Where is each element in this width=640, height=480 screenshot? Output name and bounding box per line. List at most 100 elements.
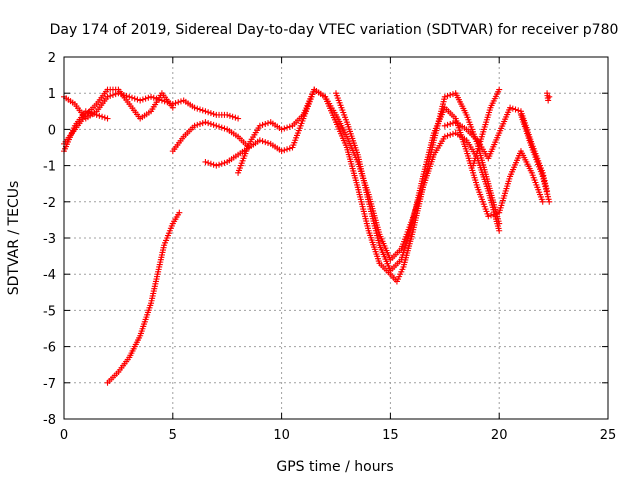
data-point	[259, 138, 266, 145]
y-axis-label: SDTVAR / TECUs	[6, 181, 22, 296]
data-point	[129, 94, 135, 101]
data-point	[210, 111, 217, 118]
data-point	[213, 122, 220, 129]
data-point	[96, 112, 103, 119]
y-tick-label: -4	[43, 268, 56, 283]
data-point	[507, 104, 514, 111]
data-point	[175, 99, 182, 106]
data-point	[496, 227, 503, 234]
data-point	[259, 121, 266, 128]
data-point	[216, 123, 223, 130]
data-point	[278, 126, 285, 133]
data-point	[205, 109, 212, 116]
x-tick-label: 10	[273, 428, 290, 443]
data-point	[139, 96, 146, 103]
data-point	[278, 148, 285, 155]
y-tick-label: 0	[48, 123, 56, 138]
y-tick-label: -1	[43, 160, 56, 175]
data-point	[286, 145, 293, 152]
data-point	[488, 212, 495, 219]
data-point	[262, 120, 269, 127]
data-point	[101, 114, 108, 121]
data-point	[85, 109, 92, 116]
data-point	[256, 122, 263, 129]
data-point	[205, 159, 212, 166]
data-point	[107, 92, 114, 99]
data-point	[197, 106, 203, 113]
data-point	[444, 132, 451, 139]
x-tick-label: 5	[169, 428, 177, 443]
y-tick-label: -7	[43, 377, 56, 392]
data-points	[61, 86, 553, 386]
x-tick-label: 25	[600, 428, 617, 443]
y-tick-label: -8	[43, 413, 56, 428]
data-point	[545, 97, 552, 104]
data-point	[226, 112, 233, 119]
y-tick-label: 2	[48, 51, 56, 66]
data-point	[169, 104, 176, 111]
data-point	[207, 120, 214, 127]
data-point	[444, 92, 451, 99]
data-point	[145, 94, 152, 101]
data-point	[194, 105, 201, 112]
data-point	[210, 161, 217, 168]
data-point	[218, 160, 225, 167]
data-point	[216, 161, 223, 168]
data-point	[281, 147, 288, 154]
data-point	[199, 120, 206, 127]
data-point	[202, 119, 209, 126]
data-point	[126, 93, 133, 100]
data-point	[546, 198, 553, 205]
x-tick-label: 20	[491, 428, 508, 443]
data-point	[90, 111, 97, 118]
gridlines	[64, 57, 608, 419]
data-point	[213, 162, 220, 169]
data-point	[134, 96, 141, 103]
data-point	[99, 113, 106, 120]
y-tick-label: -5	[43, 304, 56, 319]
data-point	[232, 114, 239, 121]
data-point	[205, 120, 212, 127]
data-point	[284, 146, 291, 153]
data-point	[235, 115, 242, 122]
data-point	[82, 108, 89, 115]
data-point	[493, 210, 500, 217]
data-point	[104, 93, 111, 100]
data-point	[546, 93, 553, 100]
data-point	[496, 86, 503, 93]
data-point	[224, 111, 231, 118]
data-point	[93, 111, 100, 118]
data-point	[207, 110, 214, 117]
data-point	[221, 159, 228, 166]
data-point	[207, 160, 214, 167]
y-tick-label: -3	[43, 232, 56, 247]
y-tick-label: -6	[43, 341, 56, 356]
data-point	[539, 198, 546, 205]
data-point	[485, 213, 492, 220]
data-point	[197, 120, 203, 127]
data-point	[150, 94, 157, 101]
data-point	[218, 124, 225, 131]
data-point	[262, 139, 269, 146]
data-point	[202, 108, 209, 115]
data-point	[496, 220, 503, 227]
data-point	[104, 115, 111, 122]
data-point	[131, 95, 138, 102]
x-tick-label: 0	[60, 428, 68, 443]
x-axis-label: GPS time / hours	[276, 459, 393, 475]
data-point	[210, 121, 217, 128]
data-point	[191, 104, 198, 111]
plot-frame	[63, 56, 609, 420]
data-point	[137, 97, 144, 104]
data-point	[515, 107, 522, 114]
data-point	[148, 93, 155, 100]
data-point	[490, 211, 497, 218]
data-point	[286, 123, 293, 130]
x-tick-label: 15	[382, 428, 399, 443]
data-point	[256, 137, 263, 144]
y-tick-label: -2	[43, 196, 56, 211]
data-point	[441, 93, 448, 100]
data-point	[202, 158, 209, 165]
data-point	[509, 105, 516, 112]
data-point	[221, 125, 228, 132]
